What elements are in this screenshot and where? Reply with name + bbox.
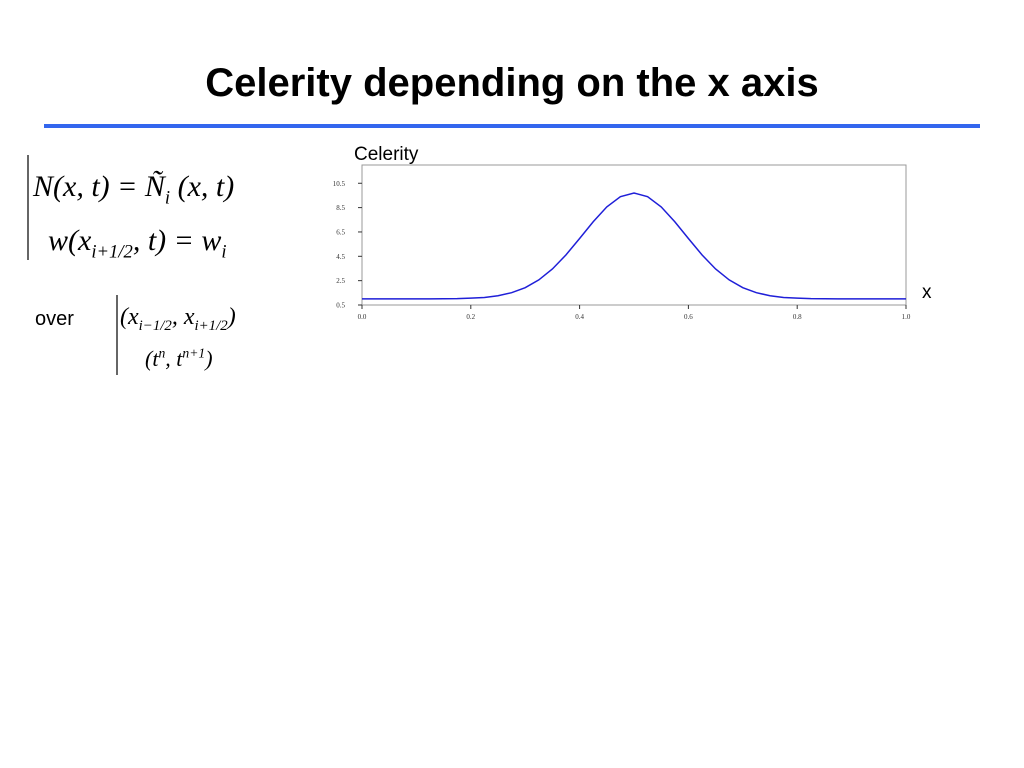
formula-part: i+1/2 (195, 318, 229, 334)
formula-part: , t) = w (133, 224, 222, 257)
formula-part: n (158, 346, 165, 361)
formula-part: i+1/2 (91, 242, 132, 263)
formula-part: (t (145, 346, 159, 371)
formula-part: i−1/2 (139, 318, 173, 334)
formula-part: w(x (48, 224, 92, 257)
y-tick-label: 4.5 (336, 253, 345, 261)
over-label: over (35, 308, 74, 330)
formula-part: (x, t) (170, 170, 234, 203)
formula-part: , t (165, 346, 183, 371)
y-tick-label: 0.5 (336, 302, 345, 310)
formula: (tn, tn+1) (145, 346, 213, 371)
formula: w(xi+1/2, t) = wi (48, 224, 227, 263)
y-tick-label: 6.5 (336, 228, 345, 236)
x-axis-label: x (922, 282, 932, 303)
x-tick-label: 0.0 (358, 313, 367, 321)
data-line (362, 192, 906, 300)
formula-part: ) (226, 304, 236, 330)
y-tick-label: 8.5 (336, 204, 345, 212)
formula-part: i (165, 188, 170, 209)
plot-frame (361, 164, 907, 306)
x-tick-label: 0.4 (575, 313, 584, 321)
slide-title: Celerity depending on the x axis (205, 61, 818, 105)
formula: N(x, t) = Ñi (x, t) (32, 170, 234, 209)
x-tick-label: 1.0 (902, 313, 911, 321)
formula-part: , x (172, 304, 195, 330)
y-tick-label: 10.5 (333, 180, 346, 188)
formula-part: i (221, 242, 226, 263)
x-tick-label: 0.2 (466, 313, 475, 321)
formula-part: ) (203, 346, 212, 371)
y-axis-label: Celerity (354, 144, 419, 165)
x-tick-label: 0.8 (793, 313, 802, 321)
formula-part: (x (120, 304, 139, 330)
formula-part: N(x, t) = Ñ (32, 170, 167, 203)
x-tick-label: 0.6 (684, 313, 693, 321)
formula-part: n+1 (182, 346, 205, 361)
y-tick-label: 2.5 (336, 277, 345, 285)
formula: (xi−1/2, xi+1/2) (120, 304, 236, 334)
